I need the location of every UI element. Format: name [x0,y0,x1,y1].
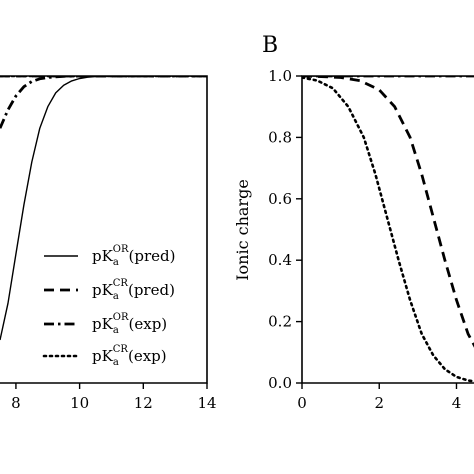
y-tick-label: 0.2 [268,313,292,331]
legend-label: pKaOR(exp) [92,312,167,336]
plot-frame-b [301,75,474,384]
x-tick-label: 10 [70,394,89,412]
y-tick-label: 0.6 [268,190,292,208]
x-tick-label: 12 [134,394,153,412]
y-tick-label: 0.8 [268,128,292,146]
x-tick-label: 4 [452,394,462,412]
series-line-dashed [302,76,474,348]
y-axis-title-b: Ionic charge [233,179,252,281]
legend-label: pKaCR(pred) [92,278,175,302]
y-tick-label: 0.4 [268,251,292,269]
legend-label: pKaOR(pred) [92,244,175,268]
series-line-solid [0,76,207,341]
series-line-dashdot [0,76,207,129]
legend: pKaOR(pred) pKaCR(pred) pKaOR(exp) pKaCR(ex… [42,244,175,368]
plot-frame-a [0,75,208,384]
chart-panel-b: B Ionic charge 0 2 4 0.0 0.2 0.4 0.6 0.8 1.0 [233,33,474,412]
x-tick-label: 8 [11,394,21,412]
legend-label: pKaCR(exp) [92,344,167,368]
series-group-b [302,76,474,383]
chart-panel-a: 8 10 12 14 pKaOR(pred) pKaCR(pred) pKaOR(exp)… [0,75,217,412]
x-tick-label: 14 [197,394,216,412]
x-tick-label: 2 [374,394,384,412]
axis-ticks-b: 0 2 4 0.0 0.2 0.4 0.6 0.8 1.0 [268,67,461,412]
series-group-a [0,76,207,341]
panel-label-b: B [262,33,278,58]
y-tick-label: 0.0 [268,374,292,392]
x-ticks-a: 8 10 12 14 [11,383,217,412]
x-tick-label: 0 [297,394,307,412]
series-line-dotted [302,76,474,383]
y-tick-label: 1.0 [268,67,292,85]
